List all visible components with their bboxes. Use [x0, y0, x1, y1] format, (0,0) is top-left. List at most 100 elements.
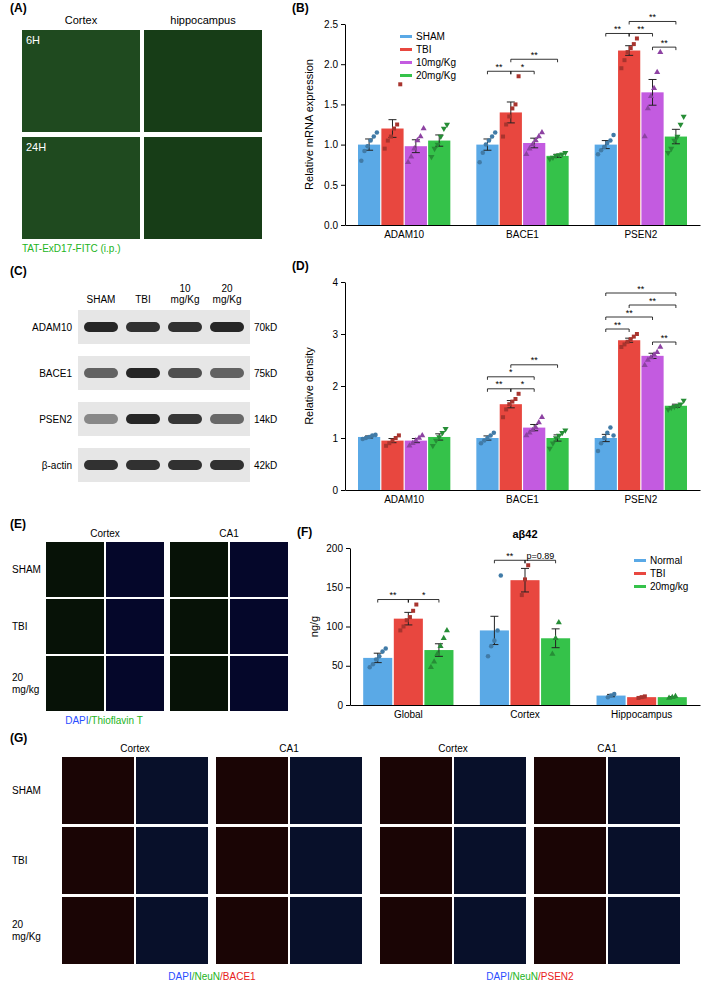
data-point — [438, 135, 444, 140]
column-title: Cortex — [120, 743, 149, 754]
y-axis-title: ng/g — [308, 616, 320, 637]
x-tick-label: Hippocampus — [611, 709, 672, 720]
significance-label: ** — [506, 551, 514, 561]
error-bar-stem — [510, 102, 511, 123]
significance-label: * — [509, 367, 513, 377]
legend-label: 20mg/kg — [650, 581, 688, 592]
x-tick: Hippocampus — [611, 705, 672, 720]
y-tick: 0 — [337, 700, 350, 711]
panel-label: (A) — [10, 1, 27, 15]
error-bar-cap — [672, 143, 680, 144]
data-point — [547, 447, 553, 452]
data-point — [437, 643, 443, 648]
data-point — [362, 149, 367, 154]
data-point — [501, 135, 505, 139]
blot-size: 70kD — [254, 322, 277, 333]
data-point — [504, 123, 508, 127]
error-bar-cap — [552, 628, 560, 629]
lane-label: TBI — [135, 294, 151, 305]
y-tick-label: 0 — [337, 700, 343, 711]
lane-label-line: mg/Kg — [171, 294, 200, 305]
y-axis-line — [350, 549, 351, 706]
data-point — [549, 650, 555, 655]
micrograph — [46, 542, 104, 597]
data-point — [398, 628, 402, 632]
row-label-line: TBI — [12, 621, 28, 632]
data-point — [596, 449, 601, 454]
panel-label: (E) — [10, 517, 26, 531]
bar — [523, 143, 545, 225]
y-tick: 3 — [332, 329, 345, 340]
row-label-line: mg/kg — [12, 684, 39, 695]
micrograph — [608, 897, 680, 964]
y-tick-mark — [346, 705, 350, 706]
blot-band — [168, 368, 202, 378]
y-tick: 100 — [326, 621, 350, 632]
y-axis: 01234 — [332, 277, 345, 496]
legend-label: SHAM — [416, 31, 445, 42]
micrograph — [534, 827, 606, 894]
data-point — [562, 428, 568, 433]
data-point — [383, 646, 388, 651]
y-tick-mark — [341, 24, 345, 25]
legend-swatch — [634, 572, 646, 575]
bar — [405, 441, 427, 490]
data-point — [433, 439, 439, 444]
significance-label: ** — [637, 284, 645, 294]
x-axis-line — [346, 225, 701, 226]
bar — [641, 92, 663, 225]
data-point — [611, 433, 616, 438]
y-tick-mark — [341, 185, 345, 186]
data-point — [411, 145, 417, 150]
blot-band — [126, 460, 160, 470]
data-point — [553, 635, 559, 640]
micrograph — [230, 599, 288, 654]
caption-part: TAT-ExD17-FITC (i.p.) — [22, 243, 121, 254]
error-bar — [507, 401, 515, 408]
blot-protein: BACE1 — [39, 368, 72, 379]
significance-label: ** — [661, 333, 669, 343]
micrograph — [230, 656, 288, 711]
bar — [358, 437, 380, 490]
x-tick-label: BACE1 — [506, 229, 539, 240]
lane-label: 10mg/Kg — [171, 283, 200, 306]
data-point — [671, 139, 677, 144]
legend-swatch — [400, 35, 412, 38]
error-bar — [365, 139, 373, 150]
blot-band — [126, 414, 160, 424]
micrograph — [454, 827, 526, 894]
row-label: 6H — [26, 34, 40, 46]
error-bar-cap — [507, 101, 515, 102]
data-point — [439, 431, 445, 436]
y-tick-mark — [341, 282, 345, 283]
x-tick: BACE1 — [506, 225, 539, 240]
error-bar-cap — [649, 79, 657, 80]
data-point — [359, 158, 364, 163]
significance-label: ** — [614, 24, 622, 34]
blot-band — [84, 368, 118, 378]
data-point — [444, 627, 450, 632]
data-point — [678, 402, 684, 407]
micrograph — [290, 897, 362, 964]
significance-label: ** — [531, 50, 539, 60]
column-title: CA1 — [597, 743, 617, 754]
data-point — [602, 145, 607, 150]
caption: DAPI/NeuN/PSEN2 — [486, 971, 574, 982]
bar — [480, 630, 509, 705]
significance-label: ** — [496, 379, 504, 389]
significance-label: ** — [531, 355, 539, 365]
bar — [595, 145, 617, 225]
y-tick: 0 — [332, 485, 345, 496]
data-point — [657, 49, 663, 54]
y-tick-label: 1.0 — [324, 139, 338, 150]
y-tick: 50 — [332, 660, 350, 671]
data-point — [486, 654, 491, 659]
micrograph — [144, 30, 262, 132]
data-point — [510, 106, 514, 110]
blot-protein: PSEN2 — [39, 414, 72, 425]
y-axis: 0.00.51.01.52.02.5 — [324, 19, 345, 231]
data-point — [539, 129, 545, 134]
data-point — [657, 343, 663, 348]
y-tick-label: 2.0 — [324, 59, 338, 70]
data-point — [417, 133, 423, 138]
